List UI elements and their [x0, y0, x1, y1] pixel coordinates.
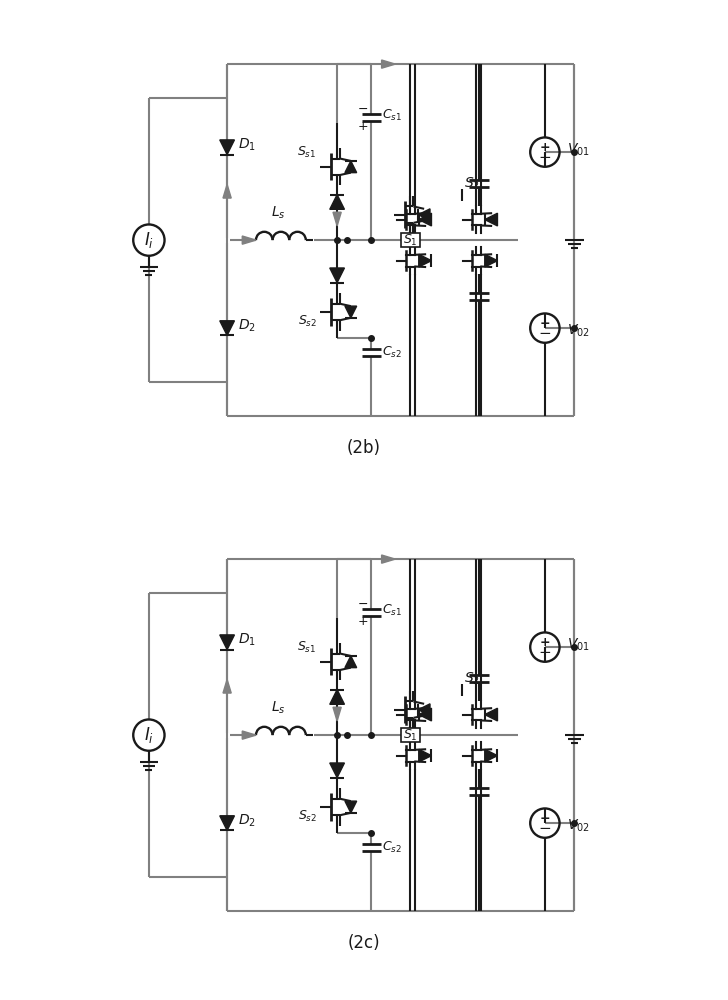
- Text: $C_{s1}$: $C_{s1}$: [382, 108, 402, 123]
- Text: (2b): (2b): [347, 439, 381, 457]
- Text: $S_{s1}$: $S_{s1}$: [297, 640, 317, 655]
- Text: $S_{s2}$: $S_{s2}$: [298, 314, 317, 329]
- Polygon shape: [419, 209, 430, 221]
- Text: $V_{01}$: $V_{01}$: [567, 141, 590, 158]
- Text: −: −: [539, 645, 551, 660]
- Text: $D_2$: $D_2$: [238, 812, 256, 829]
- Text: $I_i$: $I_i$: [144, 230, 154, 250]
- Text: −: −: [539, 821, 551, 836]
- Text: −: −: [539, 326, 551, 341]
- Text: −: −: [357, 103, 368, 116]
- Text: $L_s$: $L_s$: [271, 204, 286, 221]
- Text: +: +: [357, 120, 368, 133]
- Polygon shape: [381, 555, 395, 563]
- Polygon shape: [242, 731, 256, 739]
- Polygon shape: [333, 212, 341, 226]
- Polygon shape: [381, 60, 395, 68]
- Polygon shape: [419, 254, 432, 267]
- FancyBboxPatch shape: [401, 233, 420, 247]
- Text: $S_2$: $S_2$: [464, 671, 480, 687]
- Polygon shape: [419, 708, 432, 721]
- FancyBboxPatch shape: [401, 728, 420, 742]
- Text: $V_{02}$: $V_{02}$: [567, 322, 590, 339]
- Polygon shape: [485, 749, 497, 762]
- Text: $S_{s1}$: $S_{s1}$: [297, 145, 317, 160]
- Text: +: +: [539, 636, 550, 649]
- Polygon shape: [485, 254, 497, 267]
- Text: $V_{01}$: $V_{01}$: [567, 636, 590, 653]
- Polygon shape: [345, 656, 357, 668]
- Text: $C_{s2}$: $C_{s2}$: [382, 345, 402, 360]
- Polygon shape: [223, 679, 232, 693]
- Polygon shape: [220, 635, 234, 650]
- Text: $D_2$: $D_2$: [238, 317, 256, 334]
- Text: +: +: [539, 812, 550, 825]
- Text: +: +: [539, 141, 550, 154]
- Polygon shape: [330, 268, 344, 283]
- Text: $D_1$: $D_1$: [238, 137, 256, 153]
- Polygon shape: [220, 140, 234, 155]
- Text: +: +: [357, 615, 368, 628]
- Text: −: −: [539, 150, 551, 165]
- Text: $V_{02}$: $V_{02}$: [567, 817, 590, 834]
- Text: (2c): (2c): [348, 934, 380, 952]
- Polygon shape: [223, 184, 232, 198]
- Text: −: −: [357, 598, 368, 611]
- Polygon shape: [345, 161, 357, 173]
- Text: $S_{s2}$: $S_{s2}$: [298, 809, 317, 824]
- Polygon shape: [345, 801, 357, 813]
- Polygon shape: [419, 213, 432, 226]
- Polygon shape: [220, 321, 234, 335]
- Polygon shape: [242, 236, 256, 244]
- Text: +: +: [539, 317, 550, 330]
- Polygon shape: [485, 213, 497, 226]
- Text: $S_1$: $S_1$: [403, 233, 418, 248]
- Polygon shape: [419, 749, 432, 762]
- Polygon shape: [220, 816, 234, 830]
- Text: $S_2$: $S_2$: [464, 176, 480, 192]
- Polygon shape: [333, 707, 341, 721]
- Text: $C_{s2}$: $C_{s2}$: [382, 840, 402, 855]
- Polygon shape: [345, 306, 357, 318]
- Text: $C_{s1}$: $C_{s1}$: [382, 603, 402, 618]
- Text: $I_i$: $I_i$: [144, 725, 154, 745]
- Polygon shape: [330, 690, 344, 704]
- Text: $S_1$: $S_1$: [403, 728, 418, 743]
- Text: $L_s$: $L_s$: [271, 699, 286, 716]
- Polygon shape: [330, 195, 344, 209]
- Text: $D_1$: $D_1$: [238, 632, 256, 648]
- Polygon shape: [485, 708, 497, 721]
- Polygon shape: [330, 763, 344, 778]
- Polygon shape: [419, 704, 430, 716]
